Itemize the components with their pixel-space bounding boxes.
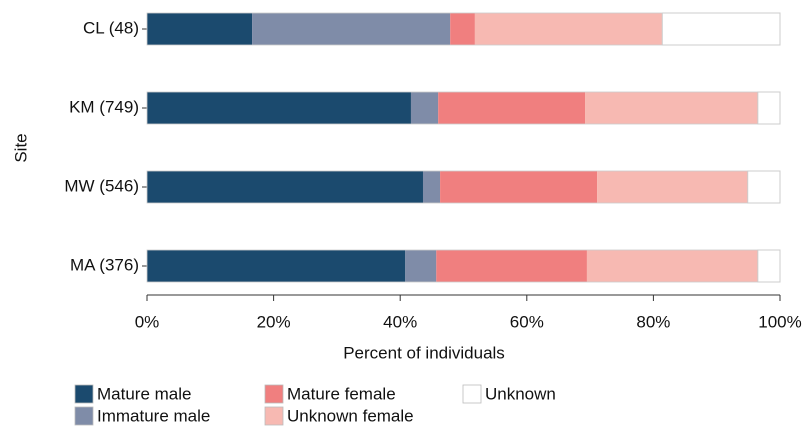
y-axis-title: Site bbox=[11, 133, 30, 162]
bar-segment bbox=[757, 249, 781, 283]
bar-outline bbox=[146, 12, 781, 46]
x-tick-label: 20% bbox=[257, 312, 291, 331]
bar-segment bbox=[747, 170, 781, 204]
bar-segment bbox=[661, 12, 781, 46]
bar-segment bbox=[450, 13, 475, 45]
bar-segment bbox=[147, 13, 253, 45]
bar-segment bbox=[405, 250, 437, 282]
legend-swatch bbox=[264, 406, 284, 426]
bar-outline bbox=[146, 170, 781, 204]
bar-segment bbox=[440, 171, 598, 203]
bar-segment bbox=[147, 250, 406, 282]
legend-label: Immature male bbox=[97, 406, 210, 425]
legend-swatch bbox=[74, 406, 94, 426]
x-tick-label: 100% bbox=[758, 312, 801, 331]
x-tick-label: 0% bbox=[135, 312, 160, 331]
bar-segment bbox=[422, 171, 441, 203]
legend-label: Unknown female bbox=[287, 406, 414, 425]
bar-outline bbox=[146, 249, 781, 283]
bar-segment bbox=[252, 13, 451, 45]
bar-outline bbox=[146, 91, 781, 125]
legend-label: Mature female bbox=[287, 384, 396, 403]
bar-segment bbox=[410, 92, 439, 124]
bar-segment bbox=[147, 92, 411, 124]
legend-swatch bbox=[74, 384, 94, 404]
legend-swatch bbox=[264, 384, 284, 404]
x-tick-label: 40% bbox=[383, 312, 417, 331]
legend-swatch bbox=[462, 384, 482, 404]
x-tick-label: 80% bbox=[636, 312, 670, 331]
bar-segment bbox=[436, 250, 587, 282]
bar-segment bbox=[438, 92, 586, 124]
bar-segment bbox=[474, 13, 663, 45]
x-tick-label: 60% bbox=[510, 312, 544, 331]
x-axis-title: Percent of individuals bbox=[343, 343, 505, 362]
bar-segment bbox=[147, 171, 423, 203]
bar-segment bbox=[586, 250, 758, 282]
y-tick-label: MW (546) bbox=[64, 176, 139, 195]
y-tick-label: CL (48) bbox=[83, 18, 139, 37]
legend-label: Mature male bbox=[97, 384, 191, 403]
bar-segment bbox=[757, 91, 781, 125]
y-tick-label: KM (749) bbox=[69, 97, 139, 116]
y-tick-label: MA (376) bbox=[70, 255, 139, 274]
bar-segment bbox=[597, 171, 748, 203]
legend-label: Unknown bbox=[485, 384, 556, 403]
bar-segment bbox=[585, 92, 758, 124]
